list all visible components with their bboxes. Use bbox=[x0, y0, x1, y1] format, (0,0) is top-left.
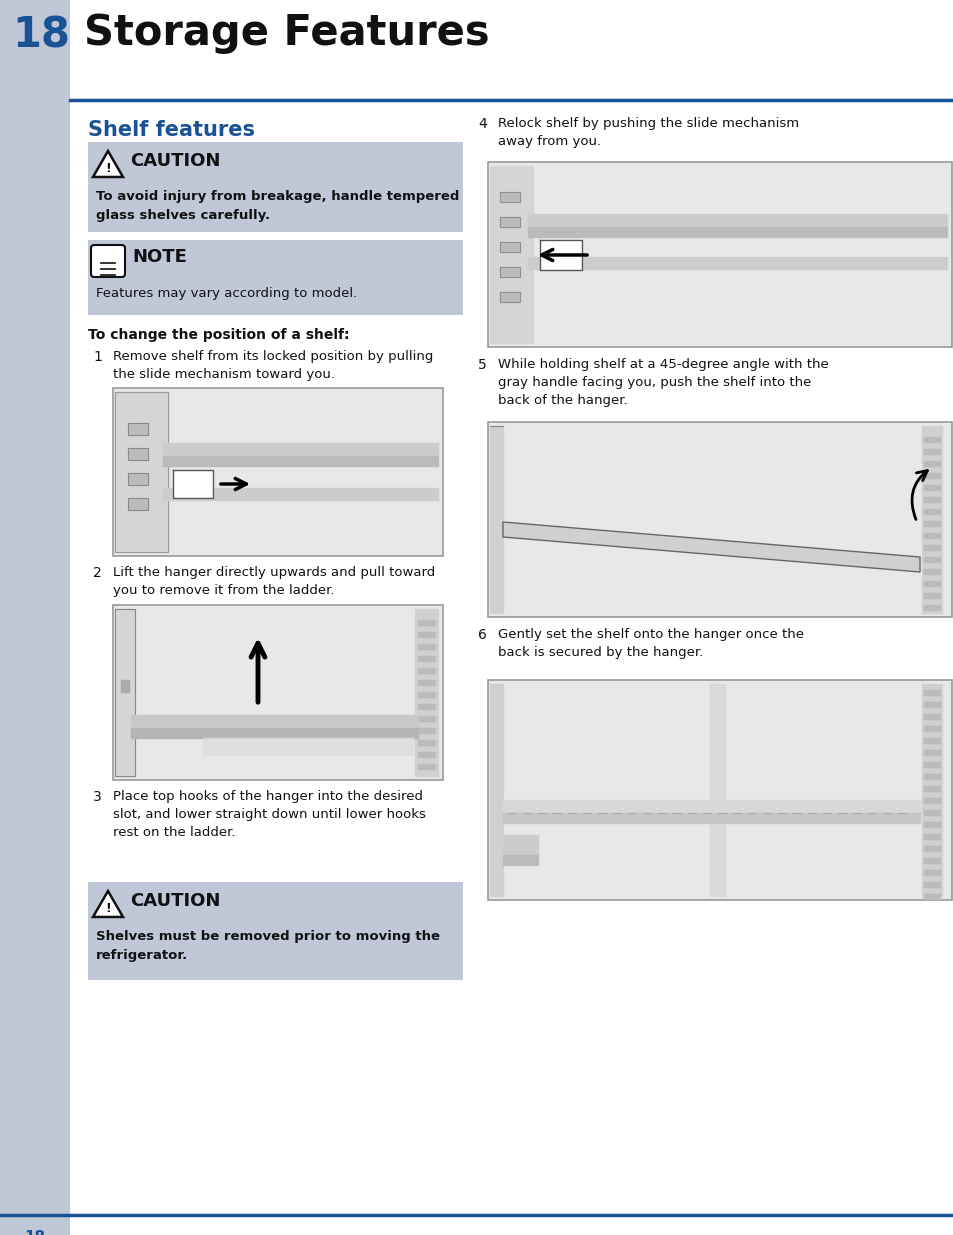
FancyBboxPatch shape bbox=[112, 388, 442, 556]
Text: Place top hooks of the hanger into the desired
slot, and lower straight down unt: Place top hooks of the hanger into the d… bbox=[112, 790, 425, 839]
Text: CAUTION: CAUTION bbox=[130, 152, 220, 170]
Text: Remove shelf from its locked position by pulling
the slide mechanism toward you.: Remove shelf from its locked position by… bbox=[112, 350, 433, 382]
Text: 6: 6 bbox=[477, 629, 486, 642]
Text: 4: 4 bbox=[477, 117, 486, 131]
FancyBboxPatch shape bbox=[91, 245, 125, 277]
Text: !: ! bbox=[105, 902, 111, 915]
Polygon shape bbox=[502, 522, 919, 572]
Text: 3: 3 bbox=[92, 790, 102, 804]
Text: While holding shelf at a 45-degree angle with the
gray handle facing you, push t: While holding shelf at a 45-degree angle… bbox=[497, 358, 828, 408]
FancyBboxPatch shape bbox=[488, 162, 951, 347]
FancyBboxPatch shape bbox=[488, 422, 951, 618]
Text: Gently set the shelf onto the hanger once the
back is secured by the hanger.: Gently set the shelf onto the hanger onc… bbox=[497, 629, 803, 659]
Text: 2: 2 bbox=[92, 566, 102, 580]
FancyBboxPatch shape bbox=[488, 680, 951, 900]
Text: 18: 18 bbox=[12, 15, 70, 57]
Text: Shelf features: Shelf features bbox=[88, 120, 254, 140]
Polygon shape bbox=[92, 890, 123, 916]
Text: NOTE: NOTE bbox=[132, 248, 187, 266]
Text: 1: 1 bbox=[92, 350, 102, 364]
Text: To change the position of a shelf:: To change the position of a shelf: bbox=[88, 329, 349, 342]
Polygon shape bbox=[92, 151, 123, 177]
Text: 5: 5 bbox=[477, 358, 486, 372]
Text: Storage Features: Storage Features bbox=[84, 12, 489, 54]
Text: CAUTION: CAUTION bbox=[130, 892, 220, 910]
Text: Shelves must be removed prior to moving the
refrigerator.: Shelves must be removed prior to moving … bbox=[96, 930, 439, 962]
Text: 18: 18 bbox=[25, 1230, 46, 1235]
FancyBboxPatch shape bbox=[88, 240, 462, 315]
FancyBboxPatch shape bbox=[0, 0, 70, 1235]
FancyBboxPatch shape bbox=[88, 142, 462, 232]
FancyBboxPatch shape bbox=[112, 605, 442, 781]
Text: To avoid injury from breakage, handle tempered
glass shelves carefully.: To avoid injury from breakage, handle te… bbox=[96, 190, 459, 221]
Text: Relock shelf by pushing the slide mechanism
away from you.: Relock shelf by pushing the slide mechan… bbox=[497, 117, 799, 148]
Text: !: ! bbox=[105, 162, 111, 175]
Text: Lift the hanger directly upwards and pull toward
you to remove it from the ladde: Lift the hanger directly upwards and pul… bbox=[112, 566, 435, 597]
Text: Features may vary according to model.: Features may vary according to model. bbox=[96, 287, 356, 300]
FancyBboxPatch shape bbox=[88, 882, 462, 981]
